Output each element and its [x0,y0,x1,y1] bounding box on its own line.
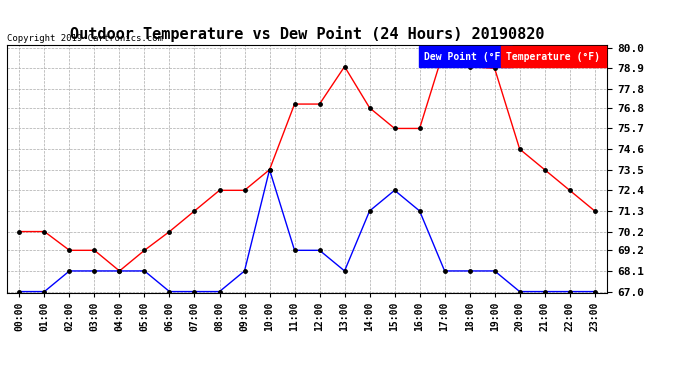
Text: Copyright 2019 Cartronics.com: Copyright 2019 Cartronics.com [7,33,163,42]
Title: Outdoor Temperature vs Dew Point (24 Hours) 20190820: Outdoor Temperature vs Dew Point (24 Hou… [70,27,544,42]
Legend: Dew Point (°F), Temperature (°F): Dew Point (°F), Temperature (°F) [422,50,602,64]
